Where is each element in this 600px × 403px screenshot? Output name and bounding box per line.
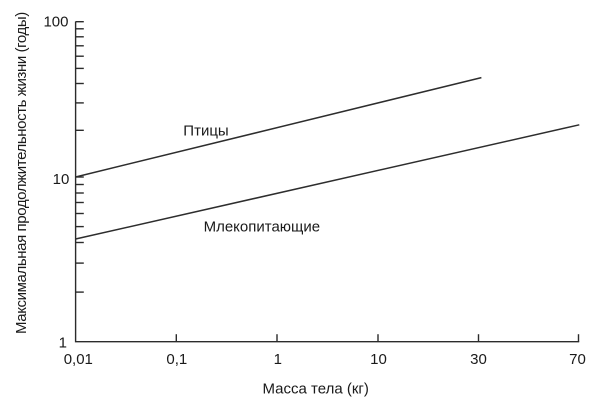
svg-text:30: 30 [470,351,487,368]
svg-text:1: 1 [274,351,282,368]
svg-text:0,1: 0,1 [166,351,187,368]
svg-text:Масса тела (кг): Масса тела (кг) [263,381,369,398]
svg-text:70: 70 [569,351,586,368]
svg-text:Максимальная продолжительность: Максимальная продолжительность жизни (го… [13,12,30,334]
svg-text:10: 10 [53,171,70,188]
svg-text:0,01: 0,01 [64,351,93,368]
svg-text:10: 10 [370,351,387,368]
svg-text:Млекопитающие: Млекопитающие [204,218,321,235]
svg-text:100: 100 [43,14,68,31]
svg-text:Птицы: Птицы [183,123,228,140]
svg-text:1: 1 [59,334,67,351]
